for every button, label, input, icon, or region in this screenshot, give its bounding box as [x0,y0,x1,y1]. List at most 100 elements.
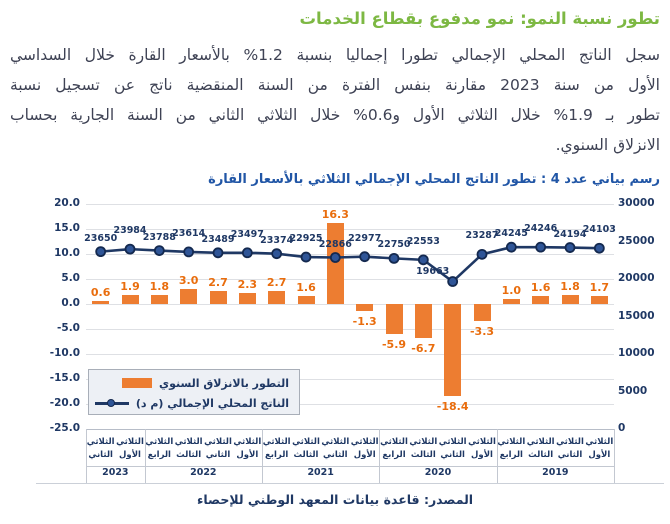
y-axis-left-tick: 15.0 [54,222,80,234]
x-axis-year-label: 2022 [190,467,217,478]
growth-bar-label: -1.3 [352,314,377,328]
gdp-value-label: 23374 [260,234,294,246]
gdp-value-label: 23489 [201,233,235,245]
gdp-value-label: 24246 [524,223,558,235]
legend-item: الناتج المحلي الإجمالي (م د) [93,393,289,413]
x-axis-year-label: 2021 [307,467,334,478]
gdp-line-marker [241,247,253,259]
x-axis-quarter-label: الثلاثي الأول [585,437,614,460]
gridline [86,429,614,430]
gdp-value-label: 19663 [416,265,450,277]
gridline [86,229,614,230]
growth-bar [502,299,520,304]
growth-bar-label: -3.3 [469,324,495,338]
legend-label: التطور بالانزلاق السنوي [158,376,289,390]
growth-bar [209,290,227,304]
gdp-value-label: 22866 [318,238,352,250]
gdp-value-label: 24245 [494,228,528,240]
x-axis-quarter-label: الثلاثي الثاني [556,437,584,460]
growth-bar-label: 1.8 [149,280,170,293]
y-axis-right-tick: 25000 [618,234,655,247]
y-axis-right-tick: 5000 [618,384,648,397]
x-axis-separator [262,429,263,483]
paragraph-line: الأول من سنة 2023 مقارنة بنفس الفترة من … [10,76,660,94]
growth-bar [238,292,256,304]
gridline [86,254,614,255]
x-axis-separator [379,429,381,483]
growth-bar-label: 1.6 [296,281,316,294]
gdp-value-label: 22977 [348,232,382,244]
x-axis-quarter-label: الثلاثي الأول [350,437,379,460]
x-axis-quarter-label: الثلاثي الثاني [86,437,115,460]
x-axis-quarter-label: الثلاثي الثالث [292,437,320,460]
y-axis-right-tick: 20000 [618,272,655,284]
x-axis-year-label: 2019 [542,467,569,478]
growth-bar-label: -18.4 [436,400,469,413]
gdp-line-marker [183,246,195,258]
chart-title: رسم بياني عدد 4 : تطور الناتج المحلي الإ… [208,172,660,187]
growth-bar-label: -5.9 [381,337,407,351]
gdp-value-label: 23614 [172,227,206,239]
gdp-value-label: 23287 [465,230,499,242]
gridline [86,304,614,305]
line-marker-icon [94,397,129,409]
growth-bar [180,289,198,304]
chart-bottom-border [36,483,664,484]
growth-bar [92,301,110,304]
gdp-value-label: 22750 [377,239,411,251]
x-axis-quarter-label: الثلاثي الثالث [174,437,203,460]
x-axis-quarter-label: الثلاثي الثالث [526,437,555,460]
growth-bar [473,304,491,321]
paragraph-line: تطور بـ 1.9% خلال الثلاثي الأول و0.6% خل… [10,106,660,124]
gdp-line-marker [564,242,576,253]
y-axis-right-tick: 15000 [618,309,655,322]
gdp-value-label: 23788 [142,231,176,243]
legend-item: التطور بالانزلاق السنوي [93,373,289,393]
x-axis-quarter-label: الثلاثي الثالث [409,437,438,460]
gridline [86,354,614,355]
gdp-line-marker [593,242,605,254]
legend-label: الناتج المحلي الإجمالي (م د) [135,396,289,410]
x-axis-quarter-label: الثلاثي الثاني [438,437,467,460]
x-axis-quarter-label: الثلاثي الأول [116,437,144,460]
gridline [86,404,614,405]
y-axis-left-tick: -15.0 [49,372,80,384]
x-axis-separator [614,429,615,483]
gridline [86,379,614,380]
y-axis-left-tick: -25.0 [49,422,80,434]
y-axis-left-tick: -5.0 [57,322,80,334]
x-axis-separator [144,429,146,483]
growth-bar [532,296,550,304]
growth-bar [326,222,344,304]
growth-bar [385,304,403,334]
gdp-value-label: 23984 [113,225,147,237]
body-paragraph: سجل الناتج المحلي الإجمالي تطورا إجماليا… [10,40,660,160]
x-axis-separator [86,429,87,483]
growth-bar-label: 1.7 [589,280,610,294]
x-axis-quarter-label: الثلاثي الرابع [262,437,291,460]
growth-bar [356,304,374,311]
growth-bar [414,304,432,338]
x-axis-year-label: 2020 [424,467,452,478]
y-axis-left-tick: 5.0 [61,272,80,284]
y-axis-right-tick: 0 [618,422,626,434]
gridline [86,204,614,205]
x-axis-quarter-label: الثلاثي الأول [468,437,496,460]
gdp-value-label: 24194 [553,228,587,240]
x-axis-quarter-label: الثلاثي الرابع [145,437,174,460]
gridline [86,329,614,330]
gdp-value-label: 22553 [406,235,440,247]
y-axis-left-tick: 10.0 [54,247,80,259]
gdp-line-marker [535,241,547,253]
x-axis-year-label: 2023 [102,467,129,478]
growth-bar-label: 1.6 [530,281,551,294]
x-axis-level-line [86,466,614,467]
growth-bar [590,295,608,304]
growth-bar [121,294,139,304]
gdp-combo-chart: 20.0 15.0 10.0 5.0 0.0 -5.0 -10.0 -15.0 -20.0 -25… [0,193,670,485]
growth-bar [268,290,286,304]
x-axis-quarter-label: الثلاثي الرابع [380,437,408,460]
gdp-line-marker [212,247,224,259]
growth-bar-label: 1.8 [560,280,580,293]
